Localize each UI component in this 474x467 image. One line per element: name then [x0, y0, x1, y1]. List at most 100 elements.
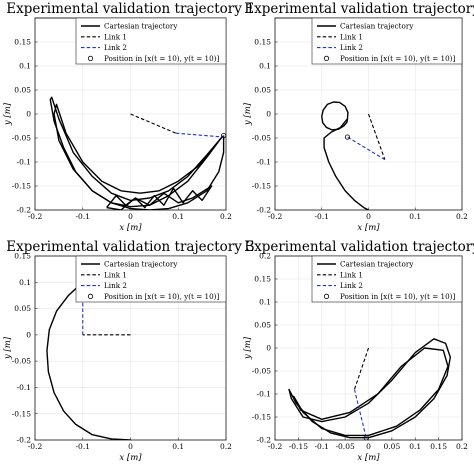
legend-entry-label: Link 1 [104, 32, 127, 41]
position-marker [363, 435, 369, 441]
chart-title: Experimental validation trajectory 4 [244, 239, 474, 255]
y-tick-label: -0.15 [252, 413, 271, 422]
trajectory-line [106, 185, 213, 210]
legend-entry-label: Position in [x(t = 10), y(t = 10)] [104, 54, 219, 63]
y-tick-label: -0.1 [17, 158, 31, 167]
legend-entry-label: Cartesian trajectory [104, 260, 178, 269]
trajectory-line [321, 101, 349, 131]
series-group [321, 101, 386, 210]
y-tick-label: 0 [266, 344, 271, 353]
y-axis-label: y [m] [3, 336, 13, 360]
chart-panel-4: -0.2 -0.15 -0.1 -0.05 0 0.05 0.1 0.15 0.2 -0.2 -0.… [243, 239, 474, 463]
x-tick-label: 0 [128, 442, 133, 451]
y-tick-label: -0.2 [17, 206, 32, 215]
link-1-line [353, 347, 370, 390]
legend-box [75, 255, 227, 303]
legend-box [311, 17, 463, 65]
y-tick-label: -0.15 [12, 409, 31, 418]
legend-entry-label: Link 2 [340, 43, 363, 52]
x-tick-label: 0.1 [409, 212, 421, 221]
x-tick-label: -0.15 [289, 442, 308, 451]
y-tick-label: 0.1 [19, 62, 31, 71]
link-1-line [130, 113, 177, 134]
x-axis-label: x [m] [119, 223, 142, 233]
y-tick-label: -0.2 [257, 206, 272, 215]
series-group [49, 96, 225, 210]
x-tick-label: -0.1 [76, 442, 90, 451]
trajectory-line [46, 281, 131, 440]
series-group [46, 281, 131, 440]
link-2-line [175, 132, 224, 138]
x-tick-label: -0.1 [76, 212, 90, 221]
x-axis-label: x [m] [357, 453, 380, 463]
x-tick-label: 0.1 [409, 442, 421, 451]
y-tick-label: 0.15 [254, 275, 271, 284]
x-tick-label: 0.2 [456, 212, 468, 221]
link-2-line [347, 136, 386, 161]
y-tick-label: 0.1 [259, 298, 271, 307]
position-marker [221, 133, 227, 139]
x-tick-label: 0 [366, 442, 371, 451]
x-tick-label: 0.1 [172, 442, 184, 451]
y-tick-label: -0.05 [252, 367, 271, 376]
legend-entry-label: Position in [x(t = 10), y(t = 10)] [104, 292, 219, 301]
y-tick-label: 0.15 [254, 38, 271, 47]
series-group [288, 338, 452, 439]
x-tick-label: -0.2 [28, 212, 43, 221]
x-tick-label: 0.2 [456, 442, 468, 451]
y-tick-label: -0.1 [17, 383, 31, 392]
legend-entry-label: Cartesian trajectory [340, 260, 414, 269]
chart-title: Experimental validation trajectory 3 [6, 239, 254, 255]
legend-entry-label: Link 2 [104, 43, 127, 52]
x-tick-label: 0 [366, 212, 371, 221]
y-tick-label: 0.05 [254, 86, 271, 95]
y-axis-label: y [m] [3, 102, 13, 126]
link-2-line [353, 389, 367, 438]
trajectory-line [49, 96, 225, 210]
x-tick-label: -0.2 [28, 442, 43, 451]
chart-panel-3: -0.2 -0.1 0 0.1 0.2 -0.2 -0.15 -0.1 -0.05 0 0.05 0.… [3, 239, 255, 463]
y-tick-label: 0.15 [14, 38, 31, 47]
legend-box [75, 17, 227, 65]
legend-entry-label: Cartesian trajectory [104, 22, 178, 31]
y-tick-label: 0 [26, 110, 31, 119]
y-tick-label: -0.1 [257, 158, 271, 167]
y-tick-label: -0.2 [17, 436, 32, 445]
legend-entry-label: Link 2 [104, 281, 127, 290]
chart-title: Experimental validation trajectory 1 [6, 1, 254, 17]
chart-panel-1: -0.2 -0.1 0 0.1 0.2 -0.2 -0.15 -0.1 -0.05 0 0.05 0.… [3, 1, 255, 233]
y-tick-label: -0.05 [252, 134, 271, 143]
y-axis-label: y [m] [243, 102, 253, 126]
y-tick-label: 0.05 [14, 304, 31, 313]
y-tick-label: -0.05 [12, 357, 31, 366]
x-tick-label: -0.05 [336, 442, 355, 451]
y-tick-label: 0 [266, 110, 271, 119]
y-tick-label: 0 [26, 330, 31, 339]
y-tick-label: -0.2 [257, 436, 272, 445]
legend-swatch-position [87, 55, 94, 62]
legend-entry-label: Position in [x(t = 10), y(t = 10)] [340, 292, 455, 301]
x-tick-label: 0.05 [384, 442, 401, 451]
x-tick-label: 0.2 [220, 442, 232, 451]
x-axis-label: x [m] [357, 223, 380, 233]
legend-box [311, 255, 463, 303]
x-tick-label: 0.15 [430, 442, 447, 451]
chart-title: Experimental validation trajectory 2 [244, 1, 474, 17]
trajectory-line [323, 118, 369, 210]
x-tick-label: -0.2 [268, 212, 283, 221]
legend-entry-label: Cartesian trajectory [340, 22, 414, 31]
y-tick-label: -0.05 [12, 134, 31, 143]
legend-entry-label: Link 1 [340, 270, 363, 279]
legend-entry-label: Position in [x(t = 10), y(t = 10)] [340, 54, 455, 63]
chart-panel-2: -0.2 -0.1 0 0.1 0.2 -0.2 -0.15 -0.1 -0.05 0 0.05 0.… [243, 1, 474, 233]
legend-swatch-position [323, 293, 330, 299]
y-tick-label: -0.1 [257, 390, 271, 399]
y-tick-label: 0.1 [19, 278, 31, 287]
x-tick-label: -0.2 [268, 442, 283, 451]
y-tick-label: 0.05 [254, 321, 271, 330]
legend-swatch-position [323, 55, 330, 62]
